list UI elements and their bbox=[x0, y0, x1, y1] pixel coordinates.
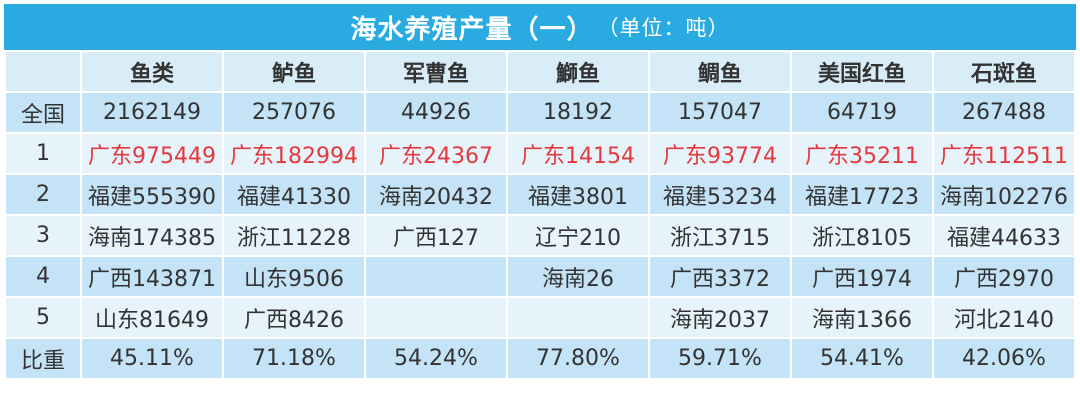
table-row: 2 福建555390 福建41330 海南20432 福建3801 福建5323… bbox=[6, 175, 1074, 214]
table-cell: 42.06% bbox=[934, 339, 1074, 378]
table-cell: 广东93774 bbox=[650, 134, 790, 173]
table-row: 3 海南174385 浙江11228 广西127 辽宁210 浙江3715 浙江… bbox=[6, 216, 1074, 255]
table-cell: 山东9506 bbox=[224, 257, 364, 296]
table-cell: 浙江11228 bbox=[224, 216, 364, 255]
table-cell: 广西3372 bbox=[650, 257, 790, 296]
table-cell: 267488 bbox=[934, 93, 1074, 132]
table-cell: 54.24% bbox=[366, 339, 506, 378]
table-unit: （单位：吨） bbox=[597, 16, 730, 40]
table-cell: 广西8426 bbox=[224, 298, 364, 337]
table-row: 4 广西143871 山东9506 海南26 广西3372 广西1974 广西2… bbox=[6, 257, 1074, 296]
table-cell: 山东81649 bbox=[82, 298, 222, 337]
header-cell: 军曹鱼 bbox=[366, 52, 506, 91]
table-cell: 海南1366 bbox=[792, 298, 932, 337]
table-cell: 福建53234 bbox=[650, 175, 790, 214]
table-cell: 浙江3715 bbox=[650, 216, 790, 255]
table-cell: 45.11% bbox=[82, 339, 222, 378]
table-cell: 54.41% bbox=[792, 339, 932, 378]
table-cell: 71.18% bbox=[224, 339, 364, 378]
table-cell: 海南20432 bbox=[366, 175, 506, 214]
table-cell: 广西2970 bbox=[934, 257, 1074, 296]
table-row: 比重 45.11% 71.18% 54.24% 77.80% 59.71% 54… bbox=[6, 339, 1074, 378]
table-cell: 海南174385 bbox=[82, 216, 222, 255]
row-label: 4 bbox=[6, 257, 80, 296]
table-cell: 18192 bbox=[508, 93, 648, 132]
table-cell: 广东182994 bbox=[224, 134, 364, 173]
table-cell: 广西127 bbox=[366, 216, 506, 255]
header-cell: 石斑鱼 bbox=[934, 52, 1074, 91]
table-cell bbox=[366, 257, 506, 296]
table-cell: 广东14154 bbox=[508, 134, 648, 173]
table-cell: 广西1974 bbox=[792, 257, 932, 296]
table-cell: 77.80% bbox=[508, 339, 648, 378]
table-cell: 广东112511 bbox=[934, 134, 1074, 173]
table-cell: 64719 bbox=[792, 93, 932, 132]
header-corner bbox=[6, 52, 80, 91]
row-label: 1 bbox=[6, 134, 80, 173]
table-cell: 广东975449 bbox=[82, 134, 222, 173]
table-cell: 福建3801 bbox=[508, 175, 648, 214]
table-cell: 福建44633 bbox=[934, 216, 1074, 255]
table-cell: 辽宁210 bbox=[508, 216, 648, 255]
row-label: 5 bbox=[6, 298, 80, 337]
header-cell: 鲈鱼 bbox=[224, 52, 364, 91]
table-cell: 海南102276 bbox=[934, 175, 1074, 214]
row-label: 2 bbox=[6, 175, 80, 214]
table-cell: 44926 bbox=[366, 93, 506, 132]
table-cell: 2162149 bbox=[82, 93, 222, 132]
header-cell: 美国红鱼 bbox=[792, 52, 932, 91]
header-row: 鱼类 鲈鱼 军曹鱼 鰤鱼 鲷鱼 美国红鱼 石斑鱼 bbox=[6, 52, 1074, 91]
table-title: 海水养殖产量（一） bbox=[350, 14, 594, 45]
data-table: 鱼类 鲈鱼 军曹鱼 鰤鱼 鲷鱼 美国红鱼 石斑鱼 全国 2162149 2570… bbox=[4, 50, 1076, 380]
header-cell: 鱼类 bbox=[82, 52, 222, 91]
table-cell bbox=[366, 298, 506, 337]
table-cell: 福建17723 bbox=[792, 175, 932, 214]
row-label: 3 bbox=[6, 216, 80, 255]
table-cell: 福建41330 bbox=[224, 175, 364, 214]
table-cell bbox=[508, 298, 648, 337]
table-cell: 广东24367 bbox=[366, 134, 506, 173]
table-cell: 广西143871 bbox=[82, 257, 222, 296]
row-label: 全国 bbox=[6, 93, 80, 132]
table-cell: 59.71% bbox=[650, 339, 790, 378]
header-cell: 鰤鱼 bbox=[508, 52, 648, 91]
table-row: 1 广东975449 广东182994 广东24367 广东14154 广东93… bbox=[6, 134, 1074, 173]
production-table-panel: 海水养殖产量（一） （单位：吨） 鱼类 鲈鱼 军曹鱼 鰤鱼 鲷鱼 美国红鱼 石斑… bbox=[4, 4, 1076, 399]
table-row: 全国 2162149 257076 44926 18192 157047 647… bbox=[6, 93, 1074, 132]
table-cell: 广东35211 bbox=[792, 134, 932, 173]
table-cell: 257076 bbox=[224, 93, 364, 132]
table-cell: 海南26 bbox=[508, 257, 648, 296]
table-cell: 浙江8105 bbox=[792, 216, 932, 255]
table-cell: 157047 bbox=[650, 93, 790, 132]
table-title-bar: 海水养殖产量（一） （单位：吨） bbox=[4, 4, 1076, 50]
table-cell: 海南2037 bbox=[650, 298, 790, 337]
header-cell: 鲷鱼 bbox=[650, 52, 790, 91]
row-label: 比重 bbox=[6, 339, 80, 378]
table-cell: 河北2140 bbox=[934, 298, 1074, 337]
table-cell: 福建555390 bbox=[82, 175, 222, 214]
table-row: 5 山东81649 广西8426 海南2037 海南1366 河北2140 bbox=[6, 298, 1074, 337]
